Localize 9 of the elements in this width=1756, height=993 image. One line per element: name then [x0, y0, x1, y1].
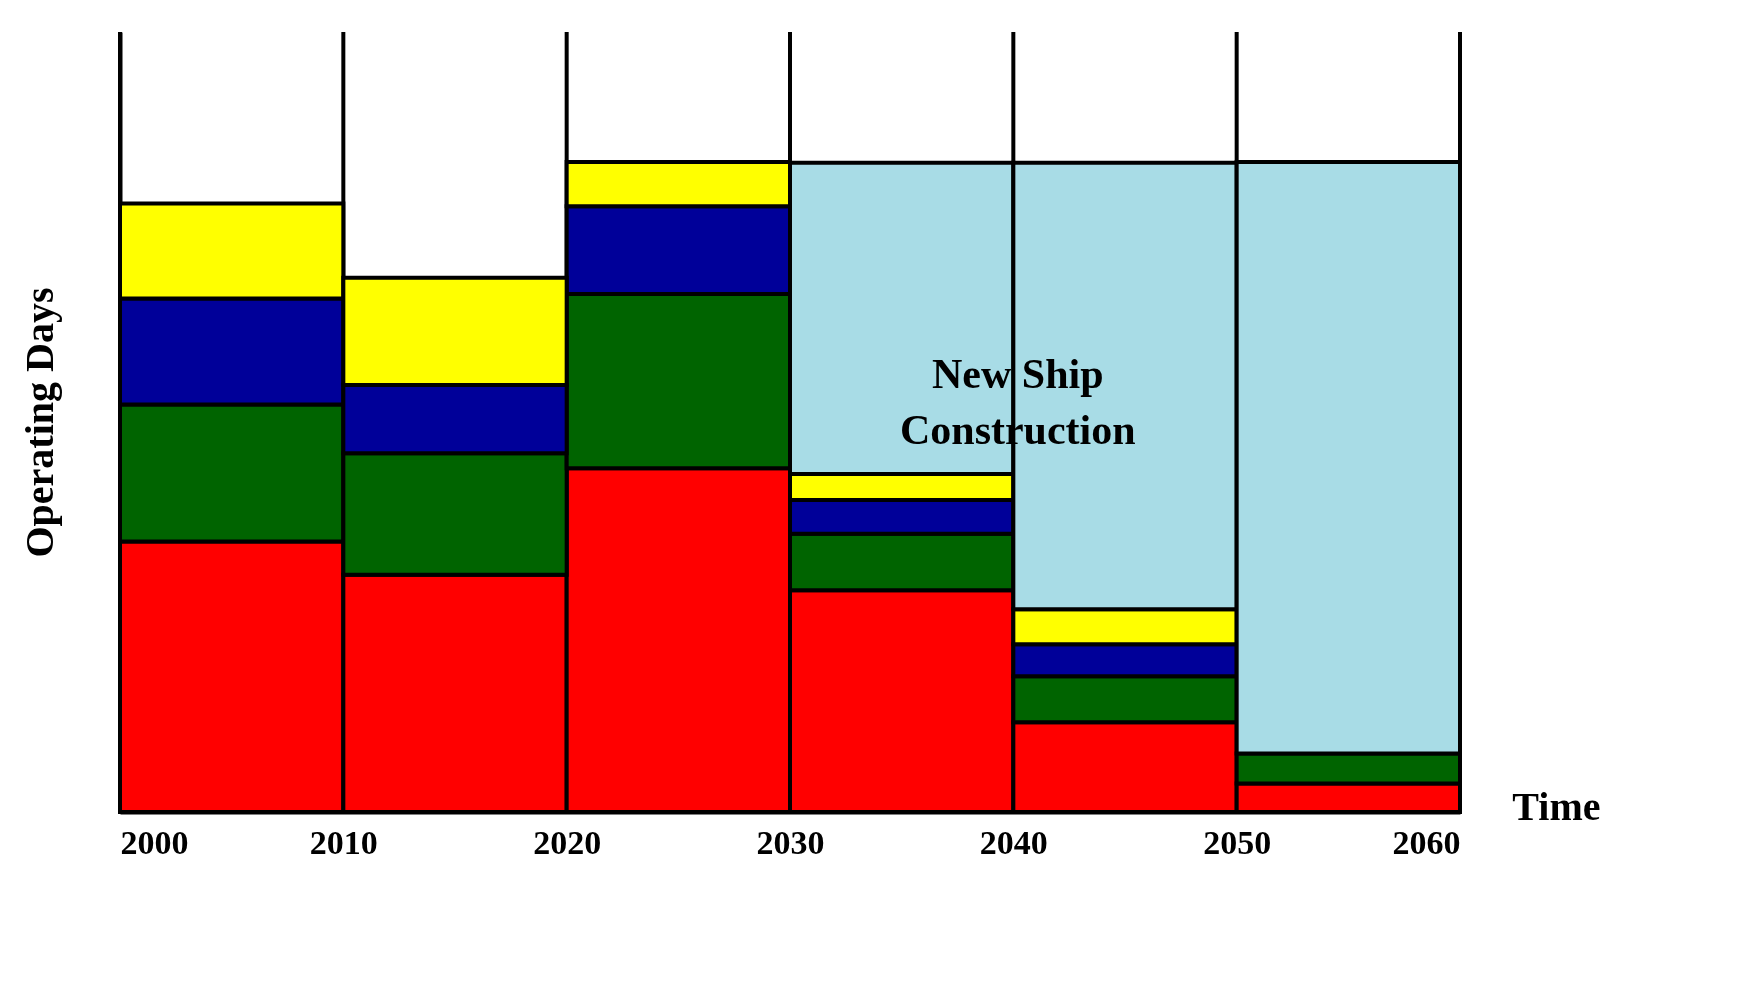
x-tick-label: 2000	[120, 823, 189, 861]
x-axis-title: Time	[1512, 783, 1601, 829]
y-axis-title: Operating Days	[16, 287, 62, 558]
x-tick-label: 2050	[1203, 823, 1272, 861]
x-tick-label: 2030	[756, 823, 825, 861]
x-tick-label: 2010	[309, 823, 378, 861]
x-tick-label: 2060	[1392, 823, 1461, 861]
x-tick-label: 2040	[979, 823, 1048, 861]
x-tick-label: 2020	[533, 823, 602, 861]
